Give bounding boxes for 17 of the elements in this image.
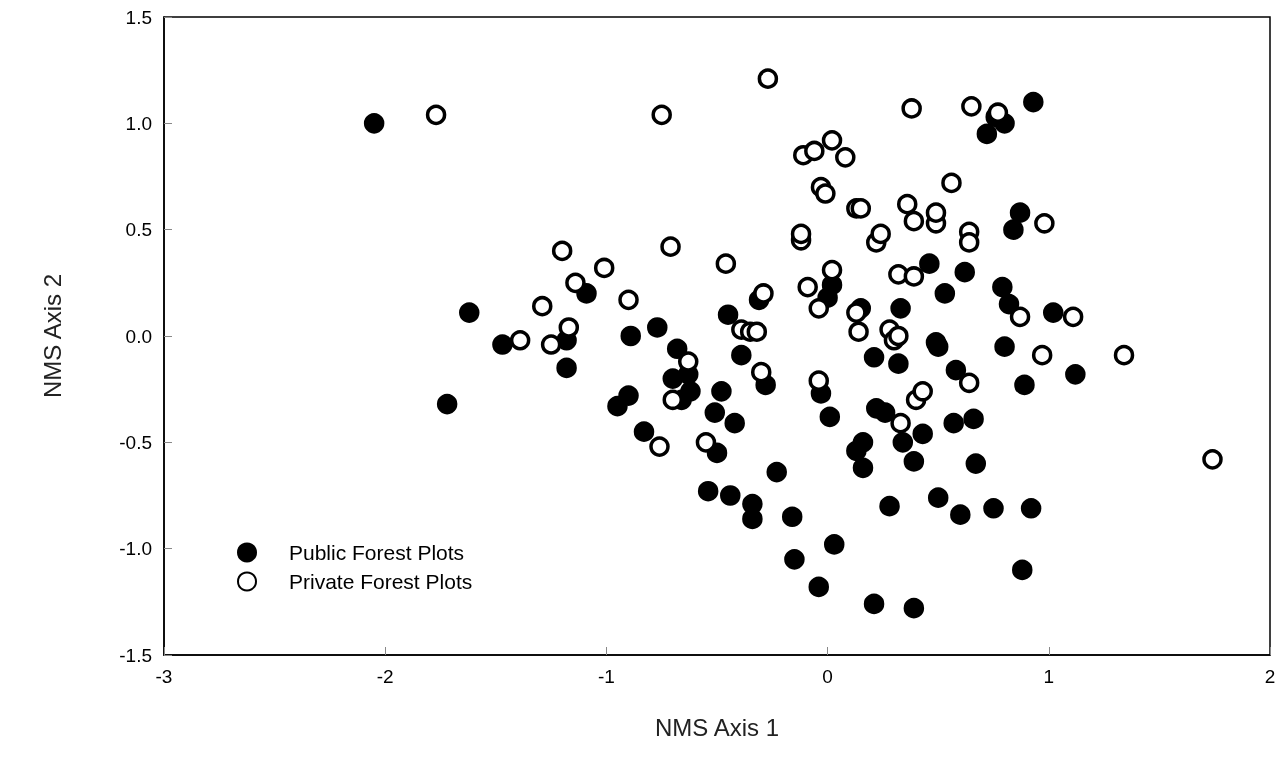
legend-label: Public Forest Plots: [289, 541, 465, 564]
y-tick-label: -1.5: [119, 644, 152, 666]
x-tick-label: 1: [1043, 666, 1055, 687]
y-axis-title: NMS Axis 2: [38, 273, 66, 399]
legend-label: Private Forest Plots: [289, 570, 473, 593]
x-axis-title: NMS Axis 1: [654, 713, 780, 741]
x-tick-label: 0: [822, 666, 833, 687]
x-tick-label: -3: [155, 666, 173, 687]
y-tick-label: 0.5: [125, 219, 152, 241]
y-tick-label: 0.0: [125, 325, 152, 347]
y-tick-label: 1.5: [125, 6, 152, 28]
x-tick-label: -2: [376, 666, 394, 687]
x-tick-label: -1: [597, 666, 615, 687]
y-tick-label: 1.0: [125, 112, 152, 134]
y-tick-label: -1.0: [119, 538, 152, 560]
y-tick-label: -0.5: [119, 431, 152, 453]
x-tick-label: 2: [1264, 666, 1276, 687]
